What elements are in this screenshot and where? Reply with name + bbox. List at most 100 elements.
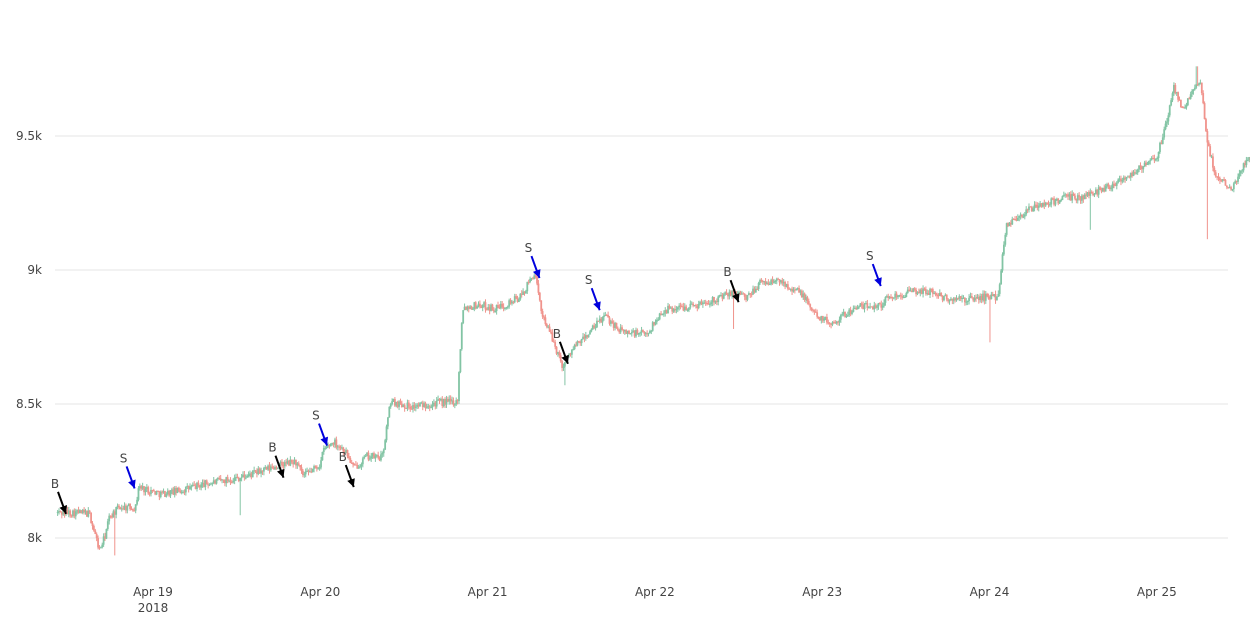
candle-body <box>650 330 653 332</box>
candle-body <box>282 465 285 467</box>
candle-body <box>207 484 210 486</box>
candle-body <box>473 302 476 309</box>
candle-body <box>295 459 297 466</box>
candle-body <box>548 326 551 332</box>
candle-body <box>760 280 763 282</box>
candle-body <box>1232 183 1235 190</box>
candle-body <box>466 306 469 310</box>
candle-body <box>398 401 400 407</box>
candle-body <box>611 321 614 324</box>
candle-body <box>952 298 955 301</box>
candle-body <box>791 288 793 292</box>
candle-body <box>859 303 862 307</box>
candle-body <box>683 306 686 311</box>
candle-body <box>353 464 356 466</box>
candle-body <box>345 450 348 454</box>
candle-body <box>210 483 212 485</box>
candle-body <box>341 447 343 449</box>
candle-body <box>123 505 126 510</box>
candle-body <box>474 302 477 309</box>
candle-body <box>140 486 143 489</box>
candle-body <box>1241 170 1244 172</box>
candle-body <box>929 288 931 295</box>
candle-body <box>74 511 77 517</box>
candle-body <box>880 304 883 308</box>
candle-body <box>72 510 74 516</box>
candle-body <box>122 508 125 510</box>
candle-body <box>1050 198 1053 205</box>
candle-body <box>1113 183 1115 185</box>
candle-body <box>281 461 283 466</box>
candle-body <box>470 306 473 310</box>
candle-body <box>1103 188 1106 192</box>
candle-body <box>972 297 975 301</box>
candle-body <box>970 296 973 298</box>
candle-body <box>892 297 895 299</box>
candle-body <box>99 547 102 549</box>
candle-body <box>692 303 695 306</box>
candle-body <box>391 401 394 405</box>
candle-body <box>515 296 518 299</box>
candle-body <box>115 506 118 515</box>
candle-body <box>187 485 190 490</box>
candle-body <box>1121 180 1124 182</box>
candle-body <box>834 322 837 324</box>
x-tick-label: Apr 20 <box>300 585 340 599</box>
candle-body <box>438 399 441 401</box>
candle-body <box>1068 194 1071 197</box>
candle-body <box>1108 186 1111 189</box>
candle-body <box>1051 198 1054 200</box>
candle-body <box>111 516 113 518</box>
y-tick-label: 9k <box>27 263 42 277</box>
candle-body <box>130 509 133 511</box>
candle-body <box>1217 176 1220 179</box>
candle-body <box>198 485 201 488</box>
candle-body <box>1110 188 1113 190</box>
candle-body <box>455 400 458 405</box>
candle-body <box>120 508 123 510</box>
candle-body <box>844 312 846 317</box>
candle-body <box>79 510 81 514</box>
candle-body <box>168 490 171 496</box>
candle-body <box>509 300 512 304</box>
candle-body <box>798 288 800 293</box>
candle-body <box>388 406 391 418</box>
candle-body <box>448 398 451 402</box>
candle-body <box>1184 107 1186 109</box>
candle-body <box>304 471 307 475</box>
candle-body <box>169 490 172 496</box>
candle-body <box>729 291 732 296</box>
candle-body <box>175 488 177 493</box>
candle-body <box>845 316 848 318</box>
candle-body <box>527 281 530 283</box>
x-tick-label: Apr 23 <box>802 585 842 599</box>
candle-body <box>973 297 976 301</box>
candle-body <box>923 288 926 290</box>
marker-arrow-head <box>59 504 68 514</box>
candle-body <box>240 477 243 479</box>
candle-body <box>214 480 217 484</box>
candle-body <box>562 366 565 368</box>
candle-body <box>1043 202 1046 206</box>
candle-body <box>966 301 969 303</box>
candle-body <box>91 523 94 526</box>
candle-body <box>442 398 445 406</box>
candle-body <box>332 442 335 445</box>
candle-body <box>1069 194 1072 201</box>
candle-body <box>1238 173 1241 177</box>
candle-body <box>576 341 579 346</box>
candle-body <box>1106 184 1108 187</box>
candle-body <box>747 293 750 295</box>
candle-body <box>662 313 665 315</box>
candle-body <box>413 405 416 408</box>
candle-body <box>458 372 460 402</box>
candle-body <box>392 398 395 402</box>
candle-body <box>87 510 90 517</box>
candle-body <box>806 297 809 302</box>
candle-body <box>603 315 605 318</box>
candle-body <box>141 486 144 489</box>
candle-body <box>696 306 699 309</box>
candle-body <box>1046 202 1049 204</box>
candle-body <box>626 330 629 334</box>
candle-body <box>561 361 564 368</box>
